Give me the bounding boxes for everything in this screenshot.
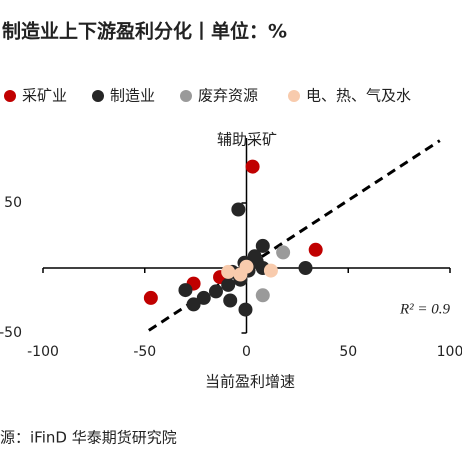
point bbox=[143, 290, 158, 305]
point bbox=[231, 202, 246, 217]
point bbox=[255, 288, 270, 303]
point bbox=[298, 261, 313, 275]
point bbox=[238, 302, 253, 317]
legend-label: 废弃资源 bbox=[198, 87, 258, 105]
x-tick-label: 0 bbox=[242, 344, 251, 360]
legend-swatch bbox=[180, 90, 192, 102]
y-tick-label: 50 bbox=[4, 195, 22, 211]
point bbox=[308, 242, 323, 257]
legend-swatch bbox=[92, 90, 104, 102]
legend-swatch bbox=[288, 90, 300, 102]
x-tick-label: -100 bbox=[27, 344, 59, 360]
legend-label: 电、热、气及水 bbox=[306, 87, 411, 105]
point bbox=[221, 277, 236, 292]
point bbox=[276, 245, 291, 260]
x-tick-label: 50 bbox=[339, 344, 357, 360]
point bbox=[239, 259, 254, 274]
x-tick-label: -50 bbox=[133, 344, 156, 360]
x-tick-label: 100 bbox=[437, 344, 462, 360]
r-squared: R² = 0.9 bbox=[399, 301, 451, 317]
x-axis-label: 当前盈利增速 bbox=[205, 373, 295, 391]
legend-swatch bbox=[4, 90, 16, 102]
y-tick-label: -50 bbox=[0, 325, 22, 341]
point bbox=[186, 297, 201, 312]
point bbox=[196, 290, 211, 305]
point bbox=[245, 159, 260, 174]
point bbox=[221, 264, 236, 279]
legend-label: 制造业 bbox=[110, 87, 155, 105]
trendline bbox=[148, 139, 441, 332]
point bbox=[255, 238, 270, 253]
point bbox=[178, 283, 193, 298]
source: 源：iFinD 华泰期货研究院 bbox=[0, 429, 177, 447]
chart-title: 制造业上下游盈利分化丨单位：% bbox=[2, 20, 287, 43]
point bbox=[263, 263, 278, 278]
legend-label: 采矿业 bbox=[22, 87, 67, 105]
point bbox=[208, 284, 223, 299]
point bbox=[223, 293, 238, 308]
